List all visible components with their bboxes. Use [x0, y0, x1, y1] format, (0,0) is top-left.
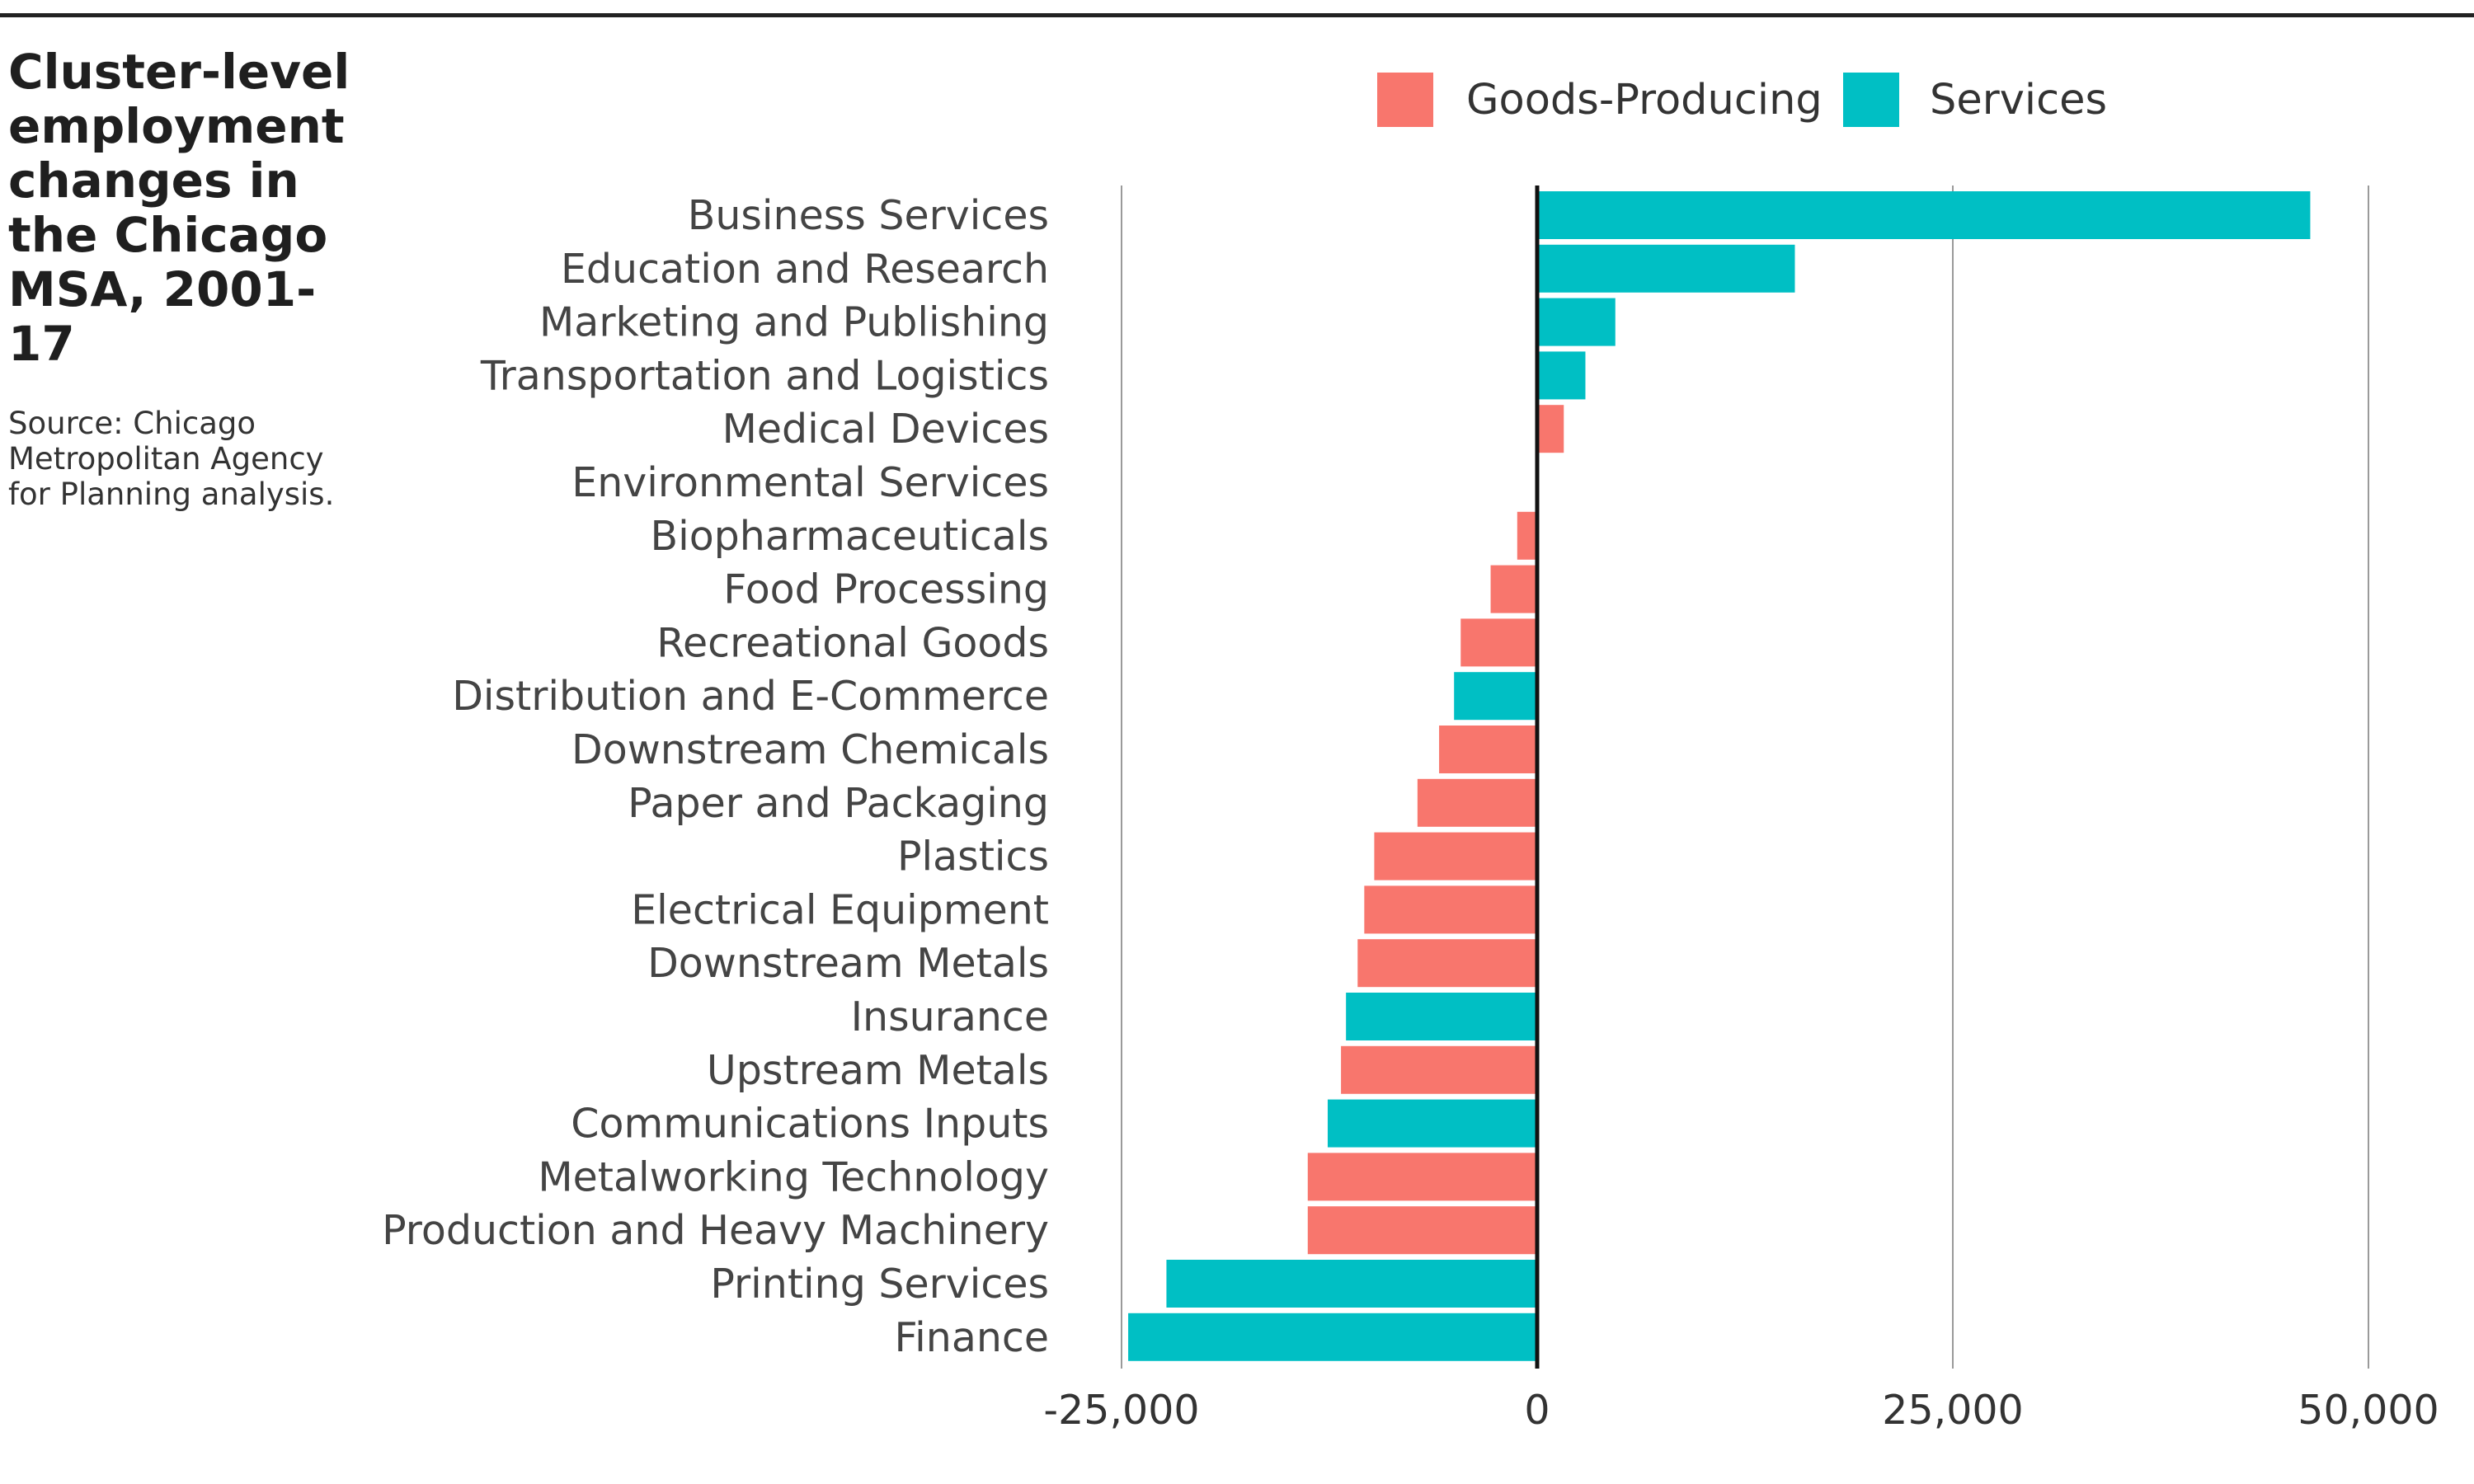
- category-label-food-processing: Food Processing: [723, 566, 1049, 613]
- x-tick-label-0: 0: [1524, 1387, 1550, 1434]
- bar-electrical-equipment: [1364, 885, 1537, 934]
- bar-downstream-chemicals: [1439, 726, 1537, 773]
- category-label-marketing-and-publishing: Marketing and Publishing: [539, 299, 1049, 346]
- bar-finance: [1128, 1313, 1537, 1361]
- category-label-environmental-services: Environmental Services: [571, 459, 1049, 506]
- bar-paper-and-packaging: [1417, 778, 1537, 827]
- category-label-transportation-and-logistics: Transportation and Logistics: [480, 352, 1049, 399]
- grid-lines: [1121, 186, 2369, 1369]
- bar-upstream-metals: [1341, 1045, 1537, 1094]
- category-label-upstream-metals: Upstream Metals: [707, 1047, 1049, 1094]
- x-tick-label-50-000: 50,000: [2298, 1387, 2439, 1434]
- category-label-electrical-equipment: Electrical Equipment: [631, 886, 1049, 933]
- category-label-insurance: Insurance: [851, 993, 1049, 1040]
- bar-distribution-and-e-commerce: [1454, 672, 1537, 721]
- bar-production-and-heavy-machinery: [1307, 1206, 1537, 1255]
- chart-title: Cluster-level employment changes in the …: [8, 44, 350, 372]
- legend-label-goods-producing: Goods-Producing: [1466, 76, 1823, 124]
- x-tick-label-25-000: 25,000: [1882, 1387, 2023, 1434]
- category-label-finance: Finance: [895, 1314, 1049, 1361]
- category-label-plastics: Plastics: [897, 834, 1049, 881]
- bar-recreational-goods: [1460, 618, 1537, 667]
- category-label-distribution-and-e-commerce: Distribution and E-Commerce: [452, 673, 1049, 720]
- bar-downstream-metals: [1357, 939, 1537, 988]
- category-label-downstream-metals: Downstream Metals: [647, 940, 1049, 987]
- category-label-downstream-chemicals: Downstream Chemicals: [571, 726, 1049, 773]
- legend-label-services: Services: [1930, 76, 2107, 124]
- bar-printing-services: [1166, 1260, 1537, 1308]
- category-label-business-services: Business Services: [688, 192, 1049, 239]
- bar-food-processing: [1490, 565, 1537, 613]
- category-label-printing-services: Printing Services: [710, 1261, 1049, 1308]
- legend-swatch-services: [1843, 73, 1899, 127]
- category-label-metalworking-technology: Metalworking Technology: [538, 1153, 1049, 1200]
- bar-plastics: [1374, 832, 1537, 881]
- bar-marketing-and-publishing: [1537, 298, 1616, 346]
- x-tick-label-25-000: -25,000: [1043, 1387, 1199, 1434]
- bar-transportation-and-logistics: [1537, 351, 1586, 400]
- bars: [1128, 191, 2311, 1361]
- category-labels: Business Services Education and Research M…: [382, 192, 1049, 1361]
- category-label-biopharmaceuticals: Biopharmaceuticals: [650, 513, 1049, 560]
- top-rule: [0, 13, 2474, 17]
- category-label-production-and-heavy-machinery: Production and Heavy Machinery: [382, 1207, 1049, 1254]
- bar-metalworking-technology: [1307, 1153, 1537, 1201]
- bar-business-services: [1537, 191, 2311, 239]
- bar-communications-inputs: [1327, 1099, 1537, 1148]
- title-block: Cluster-level employment changes in the …: [8, 45, 371, 512]
- category-label-recreational-goods: Recreational Goods: [656, 619, 1049, 666]
- x-tick-labels: -25,000 0 25,000 50,000: [1043, 1387, 2439, 1434]
- category-label-communications-inputs: Communications Inputs: [571, 1101, 1049, 1148]
- chart-source: Source: Chicago Metropolitan Agency for …: [8, 406, 335, 512]
- category-label-medical-devices: Medical Devices: [722, 406, 1049, 453]
- bar-biopharmaceuticals: [1517, 511, 1537, 560]
- legend-swatch-goods-producing: [1377, 73, 1433, 127]
- bar-education-and-research: [1537, 244, 1795, 293]
- legend: Goods-Producing Services: [1377, 73, 2107, 127]
- category-label-paper-and-packaging: Paper and Packaging: [628, 780, 1049, 827]
- bar-medical-devices: [1537, 405, 1564, 453]
- bar-insurance: [1346, 993, 1537, 1040]
- category-label-education-and-research: Education and Research: [561, 246, 1049, 293]
